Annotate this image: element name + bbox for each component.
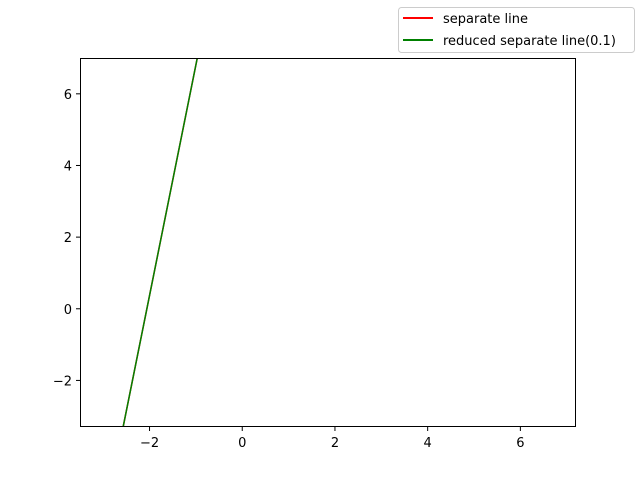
x-tick-label: 6: [516, 436, 524, 451]
plot-area-frame: [80, 58, 576, 427]
legend-box: [398, 7, 635, 53]
y-tick-label: 2: [64, 231, 72, 246]
y-tick-label: −2: [53, 374, 72, 389]
y-axis: −2 0 2 4 6: [53, 88, 80, 389]
x-axis: −2 0 2 4 6: [140, 427, 525, 451]
y-tick-label: 6: [64, 88, 72, 103]
x-tick-label: 4: [424, 436, 432, 451]
y-tick-label: 0: [64, 303, 72, 318]
series-line-2: [122, 58, 199, 427]
x-tick-label: 2: [331, 436, 339, 451]
x-tick-label: −2: [140, 436, 159, 451]
legend-label-reduced-separate-line: reduced separate line(0.1): [443, 34, 616, 49]
series-layer: [122, 58, 199, 427]
x-tick-label: 0: [238, 436, 246, 451]
legend: separate line reduced separate line(0.1): [398, 7, 635, 53]
y-tick-label: 4: [64, 159, 72, 174]
legend-label-separate-line: separate line: [443, 12, 528, 27]
